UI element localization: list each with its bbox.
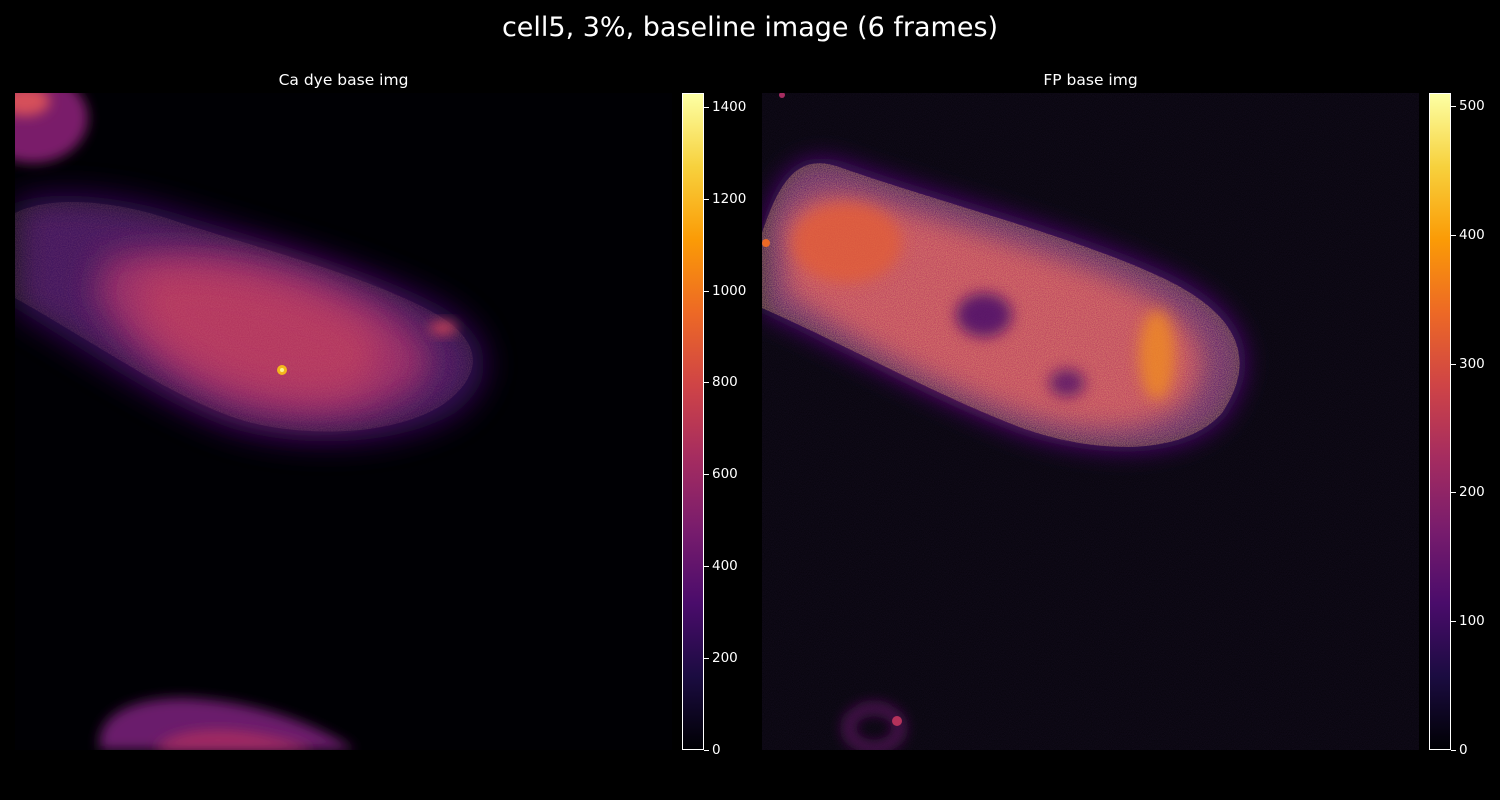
ca-dye-colorbar-tick-mark: [704, 750, 709, 751]
panel-title-ca-dye: Ca dye base img: [278, 71, 409, 89]
ca-dye-colorbar-tick-label: 0: [712, 742, 721, 758]
ca-bottom-fragment: [99, 698, 355, 750]
ca-dye-colorbar-tick-label: 600: [712, 466, 738, 482]
ca-dye-colorbar-tick-mark: [704, 291, 709, 292]
ca-dye-colorbar-tick-mark: [704, 199, 709, 200]
fp-colorbar-tick-label: 400: [1459, 227, 1485, 243]
ca-dye-colorbar-tick-label: 1400: [712, 99, 747, 115]
fp-bright-region-right: [1139, 310, 1175, 400]
ca-dye-colorbar-tick-label: 400: [712, 558, 738, 574]
fp-colorbar-tick-mark: [1451, 750, 1456, 751]
ca-dye-colorbar-tick-mark: [704, 474, 709, 475]
fp-colorbar-tick-mark: [1451, 235, 1456, 236]
ca-dye-image: [15, 93, 672, 750]
ca-dye-colorbar-tick-mark: [704, 382, 709, 383]
fp-bottom-fragment: [844, 704, 904, 750]
fp-image: [762, 93, 1419, 750]
fp-colorbar-tick-label: 0: [1459, 742, 1468, 758]
ca-dye-colorbar-tick-label: 800: [712, 374, 738, 390]
fp-colorbar-tick-mark: [1451, 621, 1456, 622]
ca-dye-colorbar-tick-label: 200: [712, 650, 738, 666]
fp-colorbar-tick-label: 500: [1459, 98, 1485, 114]
ca-dye-colorbar-tick-mark: [704, 658, 709, 659]
fp-colorbar-tick-mark: [1451, 492, 1456, 493]
fp-colorbar-tick-mark: [1451, 106, 1456, 107]
fp-bright-region-left: [792, 203, 902, 283]
ca-dye-colorbar-tick-mark: [704, 566, 709, 567]
ca-dye-colorbar-tick-label: 1200: [712, 191, 747, 207]
fp-colorbar-tick-mark: [1451, 364, 1456, 365]
ca-dye-colorbar-tick-mark: [704, 107, 709, 108]
panel-title-fp: FP base img: [1043, 71, 1138, 89]
figure-title: cell5, 3%, baseline image (6 frames): [501, 12, 999, 43]
ca-dye-colorbar: [682, 93, 704, 750]
fp-dark-region: [956, 293, 1012, 337]
fp-colorbar-tick-label: 200: [1459, 484, 1485, 500]
fp-colorbar-tick-label: 100: [1459, 613, 1485, 629]
fp-colorbar-tick-label: 300: [1459, 356, 1485, 372]
fp-colorbar: [1429, 93, 1451, 750]
ca-dye-colorbar-tick-label: 1000: [712, 283, 747, 299]
